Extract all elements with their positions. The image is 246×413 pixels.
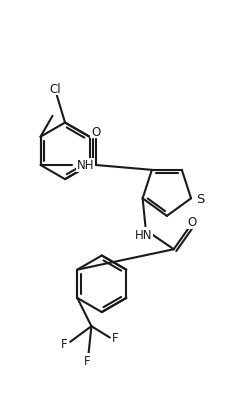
Text: S: S [196,192,204,205]
Text: NH: NH [77,159,94,172]
Text: F: F [112,331,119,344]
Text: O: O [187,216,197,228]
Text: F: F [84,354,91,367]
Text: HN: HN [135,228,153,242]
Text: O: O [91,125,100,138]
Text: Cl: Cl [50,83,61,96]
Text: F: F [61,337,68,350]
